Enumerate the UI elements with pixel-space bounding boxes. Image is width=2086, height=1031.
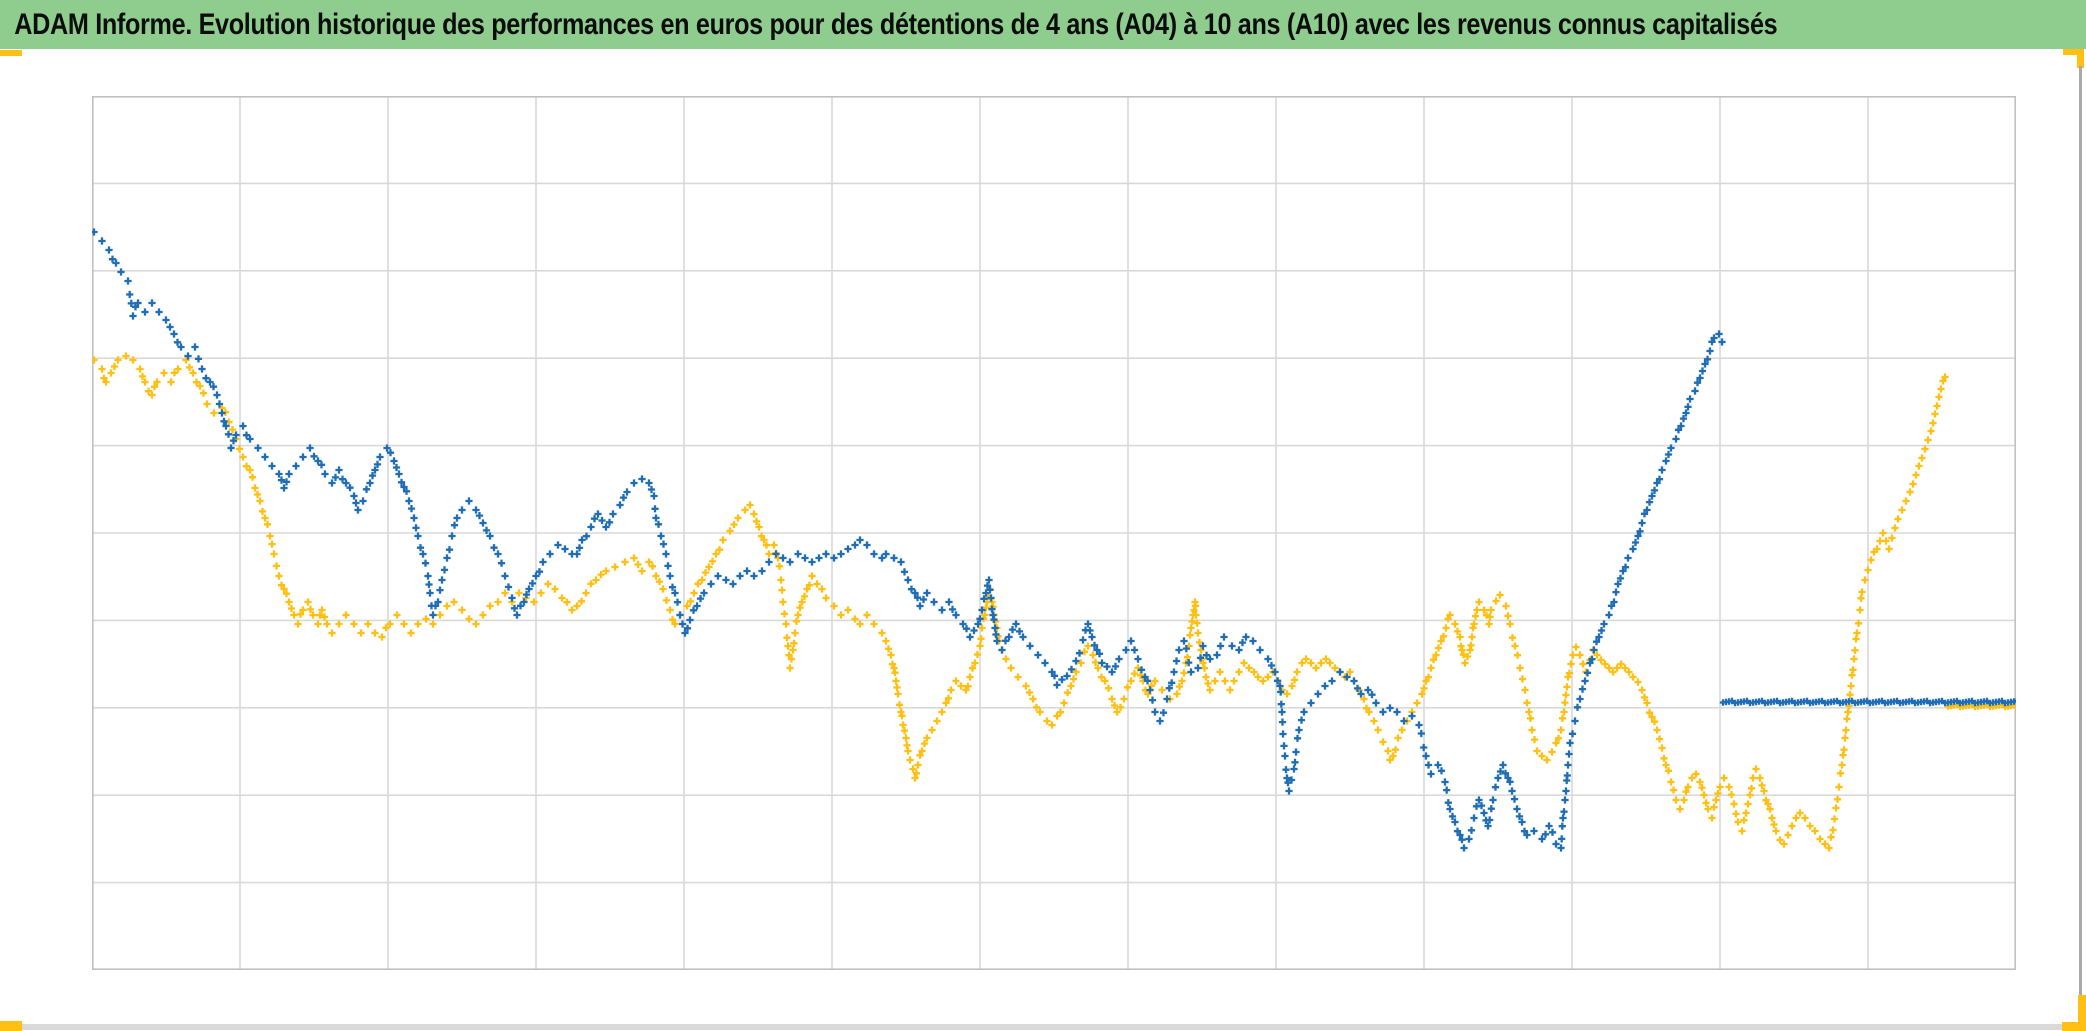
crop-mark-top-right-vertical [2077,49,2084,68]
crop-mark-bottom-left [0,1021,22,1031]
performance-scatter-chart[interactable] [90,95,2021,971]
scatter-markers-series_blue [90,228,2021,852]
slide-bottom-edge [0,1024,2086,1030]
scatter-markers-series_yellow [90,352,2018,852]
plot-area [90,95,2021,971]
title-bar: ADAM Informe. Evolution historique des p… [0,0,2086,49]
crop-mark-top-left [0,50,22,56]
crop-mark-top-right [2063,49,2083,55]
plot-border [92,96,2017,971]
slide-right-edge [2079,66,2082,1024]
crop-mark-bottom-right-vertical [2078,995,2086,1031]
crop-mark-bottom-right [2062,1022,2086,1031]
page-title: ADAM Informe. Evolution historique des p… [14,7,1778,41]
